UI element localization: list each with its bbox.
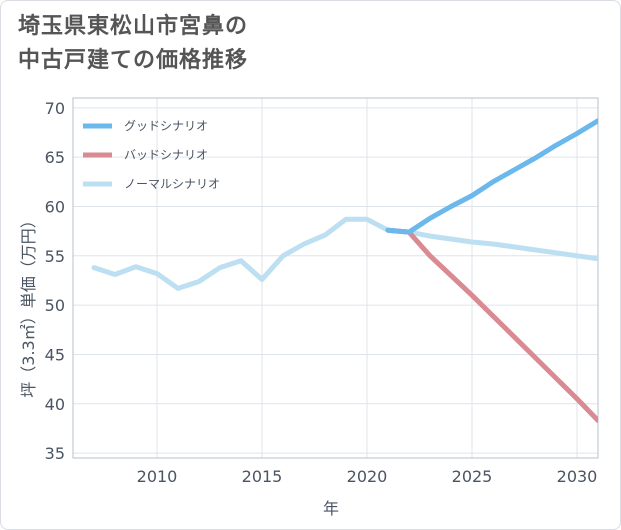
x-tick-label: 2025 — [452, 467, 493, 486]
y-tick-label: 55 — [45, 247, 65, 266]
series-lines — [91, 118, 598, 423]
series-line-0 — [385, 118, 598, 235]
x-tick-label: 2010 — [137, 467, 178, 486]
plot-area-border — [72, 97, 599, 459]
x-tick-label: 2030 — [557, 467, 598, 486]
series-line-1 — [385, 227, 598, 423]
x-axis-label: 年 — [323, 499, 339, 518]
y-tick-label: 45 — [45, 345, 65, 364]
y-tick-label: 35 — [45, 444, 65, 463]
y-tick-label: 50 — [45, 296, 65, 315]
series-line-2 — [91, 216, 598, 291]
y-tick-label: 40 — [45, 395, 65, 414]
x-tick-label: 2015 — [242, 467, 283, 486]
grid-lines — [73, 98, 598, 458]
legend-label-2: ノーマルシナリオ — [124, 177, 220, 191]
legend-label-1: バッドシナリオ — [124, 148, 208, 162]
chart-title-line-2: 中古戸建ての価格推移 — [18, 48, 249, 73]
y-tick-label: 70 — [45, 99, 65, 118]
x-tick-label: 2020 — [347, 467, 388, 486]
y-axis-ticks: 35 40 45 50 55 60 65 70 — [45, 99, 65, 463]
chart-title-line-1: 埼玉県東松山市宮鼻の — [18, 14, 249, 39]
y-tick-label: 65 — [45, 148, 65, 167]
y-axis-label: 坪（3.3㎡）単価（万円） — [19, 212, 38, 397]
y-tick-label: 60 — [45, 197, 65, 216]
legend-label-0: グッドシナリオ — [124, 119, 208, 133]
x-axis-ticks: 2010 2015 2020 2025 2030 — [137, 467, 598, 486]
chart-title: 埼玉県東松山市宮鼻の 中古戸建ての価格推移 — [18, 10, 608, 78]
